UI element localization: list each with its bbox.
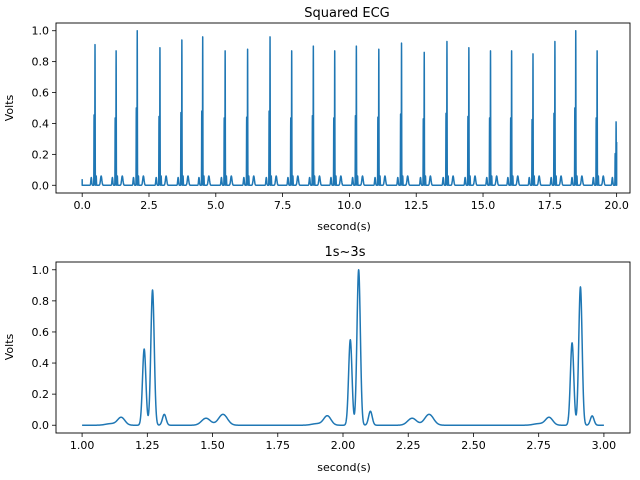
- chart-squared-ecg: Squared ECG 0.0 2.5 5.0 7.5 10.0 12.5 15.0 17.5…: [3, 6, 631, 233]
- y-tick-label: 0.6: [32, 87, 50, 100]
- y-tick-label: 0.0: [32, 179, 50, 192]
- x-tick-label: 2.75: [526, 439, 551, 452]
- plot-area: [81, 29, 618, 187]
- x-axis-ticks: 1.00 1.25 1.50 1.75 2.00 2.25 2.50 2.75 3.00: [70, 433, 616, 452]
- y-tick-label: 0.2: [32, 148, 50, 161]
- x-tick-label: 5.0: [207, 199, 225, 212]
- y-axis-label: Volts: [3, 333, 16, 360]
- chart-title: 1s~3s: [325, 245, 366, 260]
- chart-1s-3s: 1s~3s 1.00 1.25 1.50 1.75 2.00 2.25 2.50 2.75 3.…: [3, 245, 631, 474]
- x-tick-label: 15.0: [471, 199, 496, 212]
- y-axis-ticks: 0.0 0.2 0.4 0.6 0.8 1.0: [32, 25, 56, 192]
- plot-area: [81, 269, 605, 426]
- x-axis-ticks: 0.0 2.5 5.0 7.5 10.0 12.5 15.0 17.5 20.0: [73, 193, 629, 212]
- y-tick-label: 0.4: [32, 117, 50, 130]
- x-tick-label: 1.75: [266, 439, 291, 452]
- y-tick-label: 0.8: [32, 56, 50, 69]
- y-tick-label: 0.4: [32, 357, 50, 370]
- x-tick-label: 7.5: [274, 199, 292, 212]
- x-tick-label: 0.0: [73, 199, 91, 212]
- x-tick-label: 2.5: [140, 199, 158, 212]
- series-line: [81, 29, 618, 187]
- x-axis-label: second(s): [317, 461, 371, 474]
- x-tick-label: 2.50: [461, 439, 486, 452]
- y-tick-label: 1.0: [32, 264, 50, 277]
- y-axis-ticks: 0.0 0.2 0.4 0.6 0.8 1.0: [32, 264, 56, 432]
- y-tick-label: 0.0: [32, 419, 50, 432]
- x-tick-label: 12.5: [404, 199, 429, 212]
- y-tick-label: 1.0: [32, 25, 50, 38]
- x-tick-label: 17.5: [538, 199, 563, 212]
- axes-frame: [55, 261, 631, 434]
- x-tick-label: 3.00: [592, 439, 617, 452]
- axes-frame: [55, 22, 631, 194]
- x-tick-label: 1.50: [200, 439, 225, 452]
- y-tick-label: 0.8: [32, 295, 50, 308]
- x-tick-label: 10.0: [337, 199, 362, 212]
- y-tick-label: 0.6: [32, 326, 50, 339]
- x-tick-label: 20.0: [604, 199, 629, 212]
- y-axis-label: Volts: [3, 94, 16, 121]
- x-tick-label: 2.00: [331, 439, 356, 452]
- chart-title: Squared ECG: [304, 6, 390, 21]
- y-tick-label: 0.2: [32, 388, 50, 401]
- series-line: [81, 269, 605, 426]
- x-tick-label: 1.25: [135, 439, 160, 452]
- x-tick-label: 2.25: [396, 439, 421, 452]
- x-axis-label: second(s): [317, 220, 371, 233]
- x-tick-label: 1.00: [70, 439, 95, 452]
